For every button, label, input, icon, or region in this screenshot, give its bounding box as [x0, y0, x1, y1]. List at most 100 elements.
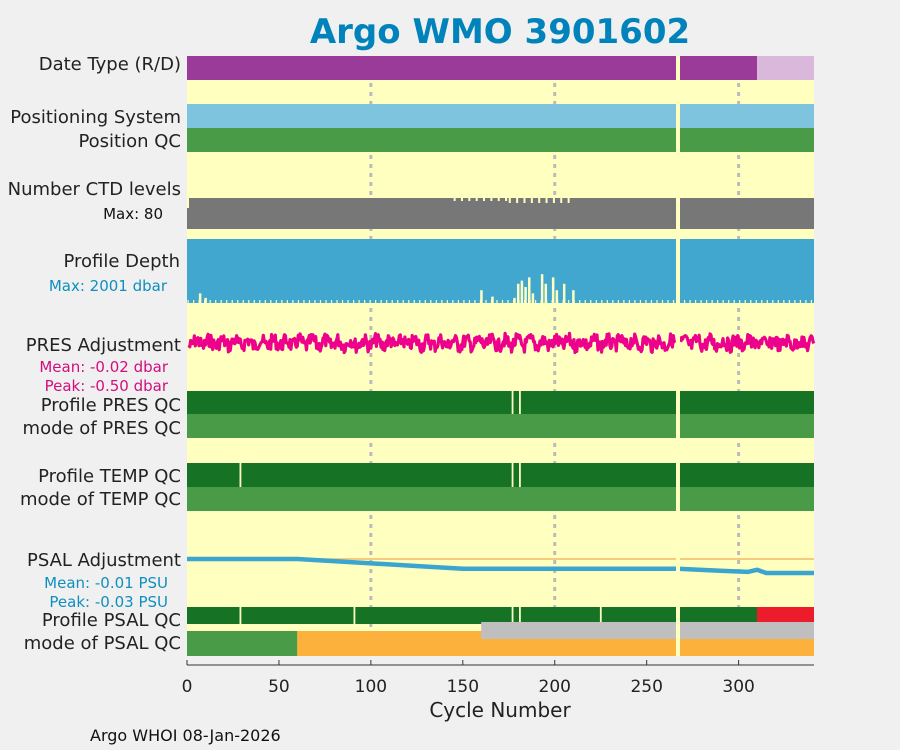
depth-tick-318: [772, 300, 774, 303]
ctd-notch-2-183: [523, 198, 526, 203]
depth-tick-162: [485, 300, 487, 303]
depth-tick-30: [242, 300, 244, 303]
depth-tick-336: [805, 300, 807, 303]
depth-tick-312: [761, 300, 763, 303]
profile_pres_qc-mark-1: [519, 391, 521, 414]
depth-tick-81: [336, 300, 338, 303]
depth-tick-171: [501, 300, 504, 303]
label-mode-pres-qc: mode of PRES QC: [23, 418, 181, 439]
depth-tick-114: [397, 300, 399, 303]
ctd-notch-2-191: [538, 198, 541, 203]
profile_psal_qc-mark-4: [599, 607, 602, 624]
depth-tick-168: [496, 300, 498, 303]
ctd-notch-2-179: [516, 198, 519, 203]
footer-credit: Argo WHOI 08-Jan-2026: [90, 726, 281, 745]
depth-shallow-4: [513, 297, 516, 303]
depth-tick-261: [667, 300, 669, 303]
depth-tick-3: [193, 300, 195, 303]
depth-tick-42: [264, 300, 266, 303]
depth-tick-27: [237, 300, 239, 303]
depth-tick-321: [777, 300, 779, 303]
depth-tick-0: [187, 300, 189, 303]
depth-shallow-10: [540, 274, 544, 303]
ctd-notch-2-187: [530, 198, 533, 203]
depth-tick-24: [231, 300, 233, 303]
depth-tick-48: [275, 300, 277, 303]
label-pres-mean: Mean: -0.02 dbar: [39, 358, 169, 376]
depth-shallow-1: [204, 297, 207, 303]
depth-tick-102: [375, 300, 377, 303]
depth-shallow-7: [524, 287, 527, 303]
ctd-notch-1-165: [490, 198, 493, 201]
profile_pres_qc-mark-0: [511, 391, 514, 414]
depth-tick-240: [628, 300, 630, 303]
label-ctd-levels: Number CTD levels: [8, 179, 181, 200]
depth-tick-144: [452, 300, 454, 303]
depth-tick-315: [766, 300, 768, 303]
depth-tick-285: [711, 300, 713, 303]
depth-tick-150: [463, 300, 465, 303]
depth-tick-327: [788, 300, 790, 303]
depth-tick-84: [341, 300, 344, 303]
ctd-notch-1-153: [468, 198, 471, 201]
label-positioning-system: Positioning System: [10, 107, 181, 128]
depth-tick-57: [292, 300, 294, 303]
depth-tick-276: [694, 300, 697, 303]
depth-tick-213: [579, 300, 581, 303]
depth-tick-78: [330, 300, 333, 303]
label-ctd-max: Max: 80: [103, 205, 163, 223]
depth-tick-135: [435, 300, 437, 303]
x-tick-label-200: 200: [539, 677, 571, 697]
label-mode-psal-qc: mode of PSAL QC: [24, 633, 181, 654]
depth-tick-297: [733, 300, 735, 303]
depth-tick-54: [286, 300, 288, 303]
ctd-notch-1-149: [460, 198, 463, 201]
date_type-segment-0: [187, 56, 757, 80]
depth-tick-129: [424, 300, 426, 303]
depth-tick-264: [672, 300, 675, 303]
ctd-levels-bar: [187, 198, 814, 229]
depth-tick-294: [728, 300, 730, 303]
ctd-notch-2-195: [545, 198, 548, 203]
depth-tick-330: [794, 300, 796, 303]
label-profile-psal-qc: Profile PSAL QC: [42, 610, 181, 631]
depth-tick-36: [253, 300, 255, 303]
depth-tick-105: [380, 300, 382, 303]
depth-tick-111: [391, 300, 393, 303]
ctd-notch-1-173: [505, 198, 508, 201]
profile_psal_qc-mark-0: [239, 607, 242, 624]
x-tick-label-100: 100: [355, 677, 387, 697]
psal-adjustment-line: [187, 556, 814, 576]
depth-tick-237: [623, 300, 625, 303]
label-psal-peak: Peak: -0.03 PSU: [49, 593, 168, 611]
depth-tick-339: [810, 300, 813, 303]
depth-tick-132: [430, 300, 432, 303]
grid-lines: [369, 56, 741, 656]
ctd-notch-1-157: [475, 198, 478, 201]
depth-tick-51: [281, 300, 283, 303]
depth-tick-60: [297, 300, 300, 303]
profile_temp_qc-segment-0: [187, 463, 814, 487]
mode_psal_qc-segment-0: [187, 631, 298, 656]
ctd-notch-2-207: [567, 198, 570, 203]
depth-tick-126: [419, 300, 421, 303]
x-axis-ticks: 0 50 100 150 200 250 300: [182, 660, 755, 697]
x-tick-label-250: 250: [630, 677, 662, 697]
profile_temp_qc-mark-2: [519, 463, 521, 487]
depth-tick-255: [656, 300, 658, 303]
depth-tick-147: [457, 300, 459, 303]
depth-tick-246: [639, 300, 642, 303]
depth-tick-234: [617, 300, 619, 303]
depth-tick-90: [352, 300, 355, 303]
depth-tick-243: [634, 300, 636, 303]
ctd-notch-1-145: [453, 198, 456, 201]
cycle-gap: [676, 56, 680, 656]
label-mode-temp-qc: mode of TEMP QC: [20, 489, 181, 510]
ctd-notch-2-203: [560, 198, 563, 203]
depth-shallow-0: [198, 293, 202, 303]
depth-tick-333: [799, 300, 801, 303]
x-tick-label-0: 0: [182, 677, 193, 697]
ctd-notch-0-0: [187, 198, 189, 208]
label-position-qc: Position QC: [78, 131, 181, 152]
label-date-type: Date Type (R/D): [39, 54, 181, 75]
